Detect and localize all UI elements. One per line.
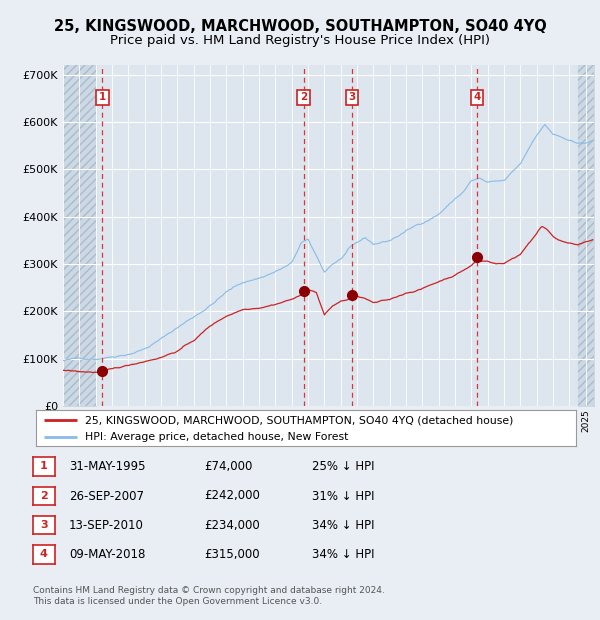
Text: 25% ↓ HPI: 25% ↓ HPI xyxy=(312,460,374,472)
Text: 2: 2 xyxy=(300,92,307,102)
Text: This data is licensed under the Open Government Licence v3.0.: This data is licensed under the Open Gov… xyxy=(33,597,322,606)
Text: £242,000: £242,000 xyxy=(204,490,260,502)
Text: HPI: Average price, detached house, New Forest: HPI: Average price, detached house, New … xyxy=(85,432,348,441)
Text: Price paid vs. HM Land Registry's House Price Index (HPI): Price paid vs. HM Land Registry's House … xyxy=(110,34,490,47)
Text: 4: 4 xyxy=(40,549,48,559)
Text: 3: 3 xyxy=(40,520,47,530)
Text: 1: 1 xyxy=(40,461,47,471)
Text: £315,000: £315,000 xyxy=(204,548,260,560)
Text: 13-SEP-2010: 13-SEP-2010 xyxy=(69,519,144,531)
Text: £74,000: £74,000 xyxy=(204,460,253,472)
Text: 3: 3 xyxy=(349,92,356,102)
Text: 34% ↓ HPI: 34% ↓ HPI xyxy=(312,548,374,560)
Bar xyxy=(63,65,95,406)
Text: 4: 4 xyxy=(473,92,481,102)
Text: 25, KINGSWOOD, MARCHWOOD, SOUTHAMPTON, SO40 4YQ (detached house): 25, KINGSWOOD, MARCHWOOD, SOUTHAMPTON, S… xyxy=(85,415,513,425)
Text: £234,000: £234,000 xyxy=(204,519,260,531)
Text: Contains HM Land Registry data © Crown copyright and database right 2024.: Contains HM Land Registry data © Crown c… xyxy=(33,586,385,595)
Text: 25, KINGSWOOD, MARCHWOOD, SOUTHAMPTON, SO40 4YQ: 25, KINGSWOOD, MARCHWOOD, SOUTHAMPTON, S… xyxy=(53,19,547,33)
Text: 31-MAY-1995: 31-MAY-1995 xyxy=(69,460,146,472)
Bar xyxy=(578,65,594,406)
Text: 34% ↓ HPI: 34% ↓ HPI xyxy=(312,519,374,531)
Text: 26-SEP-2007: 26-SEP-2007 xyxy=(69,490,144,502)
Text: 31% ↓ HPI: 31% ↓ HPI xyxy=(312,490,374,502)
Text: 1: 1 xyxy=(99,92,106,102)
Text: 09-MAY-2018: 09-MAY-2018 xyxy=(69,548,145,560)
Text: 2: 2 xyxy=(40,491,47,501)
